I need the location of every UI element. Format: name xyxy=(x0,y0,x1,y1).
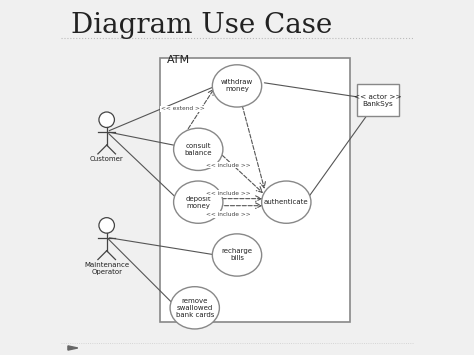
Ellipse shape xyxy=(212,234,262,276)
Ellipse shape xyxy=(173,181,223,223)
Text: << extend >>: << extend >> xyxy=(161,106,204,111)
Circle shape xyxy=(99,112,114,127)
Text: Maintenance
Operator: Maintenance Operator xyxy=(84,262,129,275)
Circle shape xyxy=(99,218,114,233)
Text: consult
balance: consult balance xyxy=(184,143,212,156)
Ellipse shape xyxy=(212,65,262,107)
Text: recharge
bills: recharge bills xyxy=(221,248,253,262)
Ellipse shape xyxy=(170,287,219,329)
Text: << include >>: << include >> xyxy=(206,191,250,196)
Text: ATM: ATM xyxy=(166,55,190,65)
Text: deposit
money: deposit money xyxy=(185,196,211,209)
Text: remove
swallowed
bank cards: remove swallowed bank cards xyxy=(175,298,214,318)
Text: authenticate: authenticate xyxy=(264,199,309,205)
Text: << include >>: << include >> xyxy=(206,163,250,168)
FancyBboxPatch shape xyxy=(160,58,350,322)
Text: << actor >>
BankSys: << actor >> BankSys xyxy=(354,93,401,106)
FancyBboxPatch shape xyxy=(357,84,399,116)
Text: << include >>: << include >> xyxy=(206,212,250,217)
Ellipse shape xyxy=(173,128,223,170)
Polygon shape xyxy=(68,346,78,350)
Text: withdraw
money: withdraw money xyxy=(221,80,253,92)
Text: Diagram Use Case: Diagram Use Case xyxy=(72,12,333,39)
Text: Customer: Customer xyxy=(90,156,124,162)
Ellipse shape xyxy=(262,181,311,223)
